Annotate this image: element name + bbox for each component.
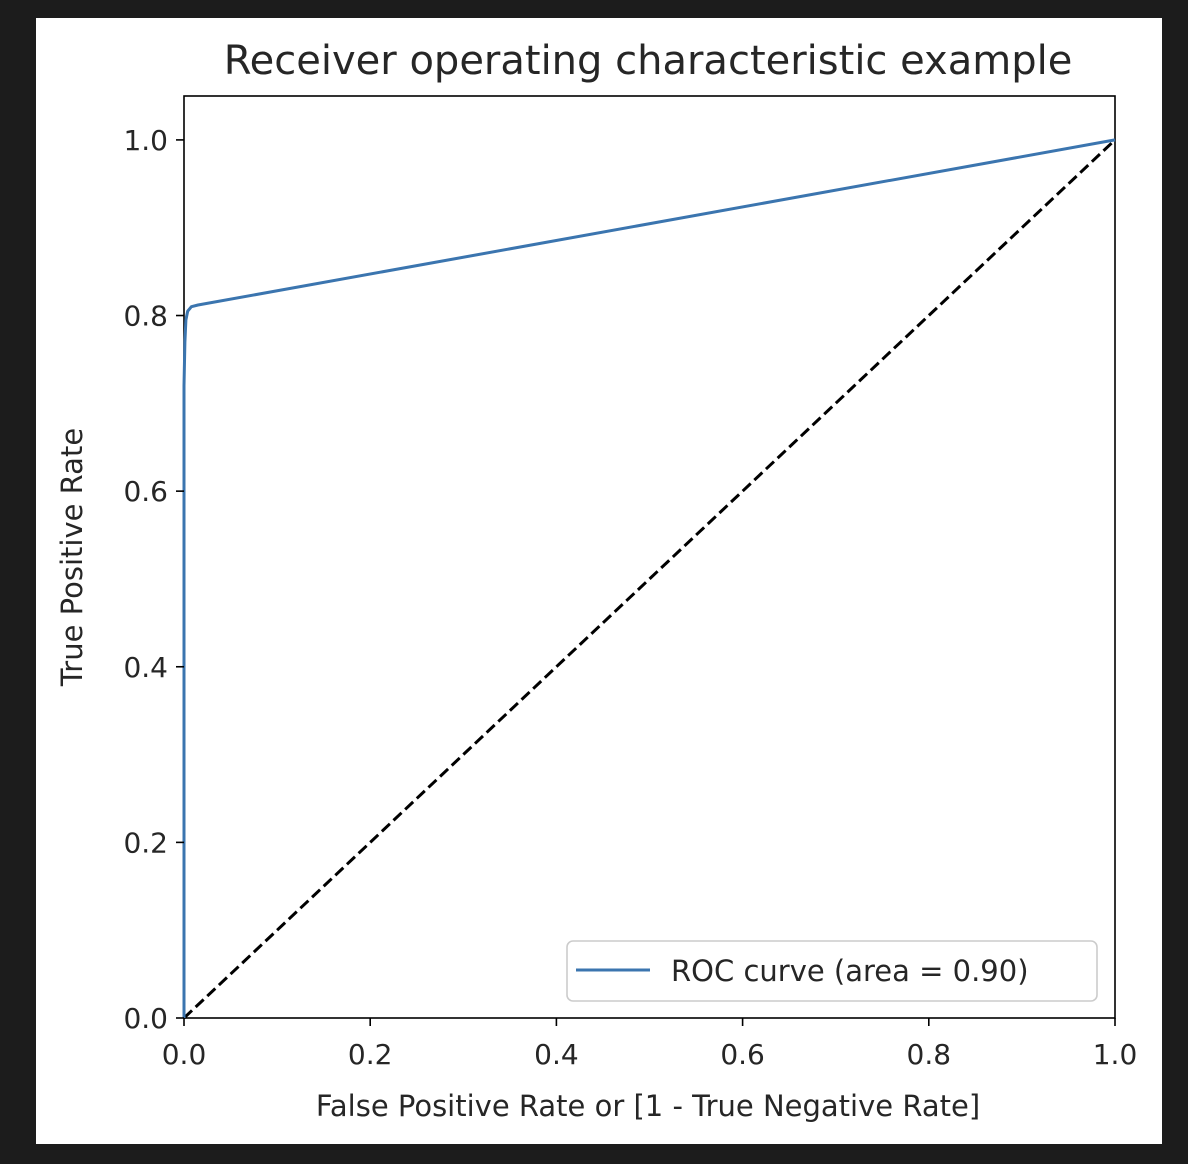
y-tick-label: 0.4 — [123, 651, 168, 684]
chance-diagonal-line — [182, 138, 1117, 1020]
legend-box — [566, 940, 1098, 1002]
x-tick-label: 0.0 — [162, 1038, 207, 1071]
x-tick-label: 0.2 — [348, 1038, 393, 1071]
y-tick-label: 0.6 — [123, 475, 168, 508]
x-axis-ticks: 0.0 0.2 0.4 0.6 0.8 1.0 — [162, 1018, 1138, 1071]
chart-title: Receiver operating characteristic exampl… — [224, 38, 1073, 84]
y-tick-label: 0.0 — [123, 1002, 168, 1035]
plot-area — [182, 95, 1117, 1020]
y-tick-label: 0.2 — [123, 826, 168, 859]
x-tick-label: 0.4 — [534, 1038, 579, 1071]
y-axis-ticks: 0.0 0.2 0.4 0.6 0.8 1.0 — [123, 124, 184, 1035]
legend: ROC curve (area = 0.90) — [566, 940, 1098, 1002]
y-tick-label: 0.8 — [123, 300, 168, 333]
y-tick-label: 1.0 — [123, 124, 168, 157]
legend-label-roc: ROC curve (area = 0.90) — [671, 954, 1029, 988]
y-axis-label: True Positive Rate — [55, 428, 89, 687]
series-layer — [182, 138, 1117, 1020]
x-tick-label: 1.0 — [1093, 1038, 1138, 1071]
x-axis-label: False Positive Rate or [1 - True Negativ… — [316, 1089, 980, 1123]
roc-curve-line — [182, 138, 1116, 1018]
plot-frame — [183, 95, 1116, 1019]
x-tick-label: 0.8 — [907, 1038, 952, 1071]
x-tick-label: 0.6 — [720, 1038, 765, 1071]
